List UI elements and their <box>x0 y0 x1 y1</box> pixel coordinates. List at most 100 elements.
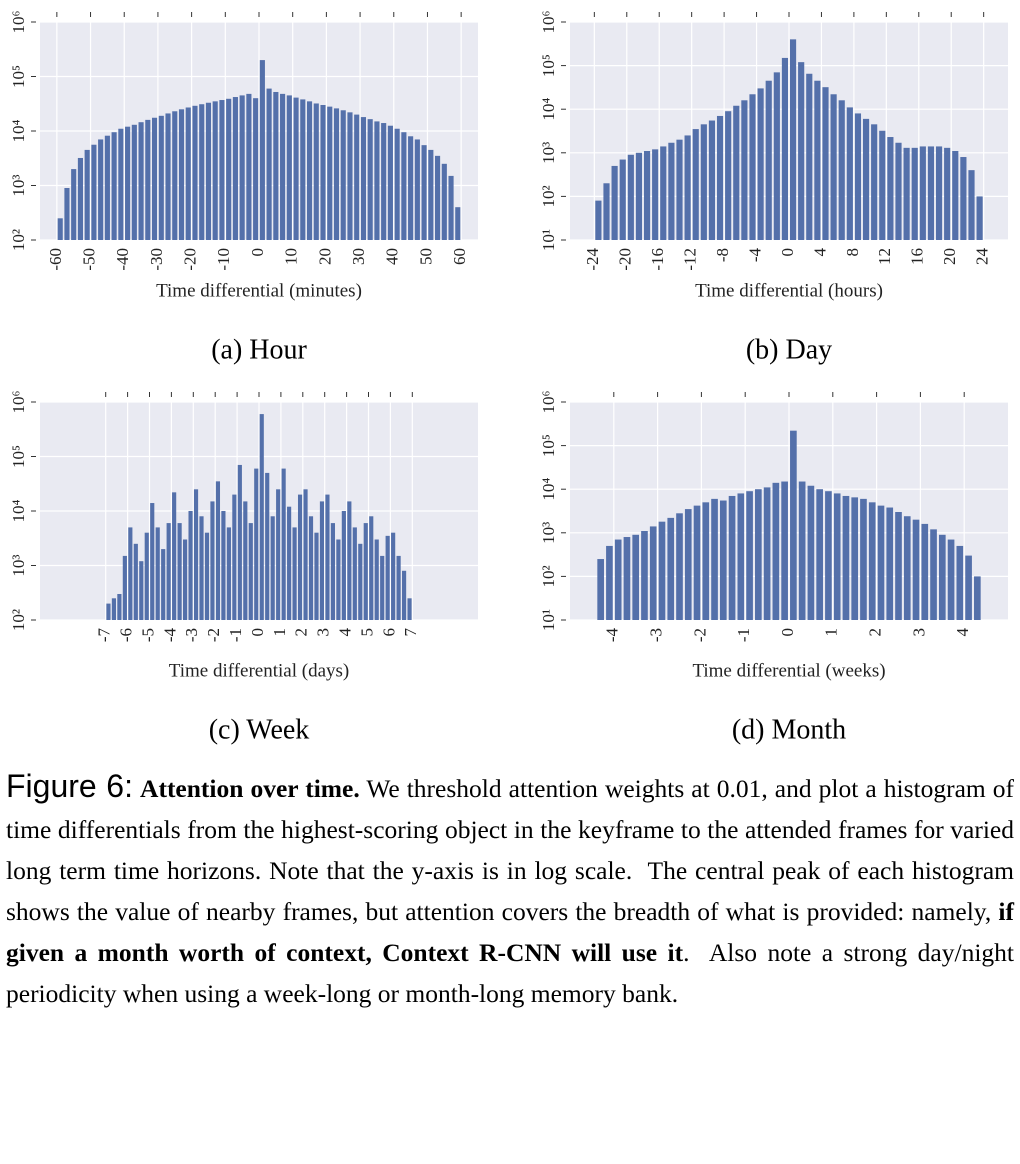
x-tick-label: -10 <box>214 248 233 271</box>
bar <box>401 132 407 240</box>
x-tick-label: -60 <box>46 248 65 271</box>
y-tick-label: 10⁶ <box>9 10 28 33</box>
y-tick-label: 10⁶ <box>539 390 558 413</box>
x-tick-label: 40 <box>383 248 402 265</box>
y-tick-label: 10³ <box>9 554 28 576</box>
x-axis-label: Time differential (days) <box>169 660 349 681</box>
y-tick-label: 10³ <box>539 522 558 544</box>
x-tick-label: 24 <box>973 248 992 266</box>
bar <box>333 108 340 241</box>
caption-segment: We threshold attention weights at 0.01, … <box>6 774 1020 926</box>
bar <box>188 511 193 620</box>
bar <box>219 100 225 240</box>
bar <box>614 539 622 620</box>
bar <box>830 94 837 240</box>
bar <box>313 103 319 240</box>
bar <box>204 532 210 620</box>
bar <box>860 498 867 620</box>
y-tick-label: 10³ <box>9 174 28 196</box>
bar <box>221 511 226 620</box>
x-tick-label: 1 <box>822 628 841 637</box>
bar <box>851 497 859 620</box>
y-tick-label: 10² <box>9 609 28 631</box>
bar <box>711 498 718 620</box>
bar <box>956 545 964 620</box>
x-tick-label: -16 <box>648 248 667 271</box>
bar <box>172 111 178 241</box>
x-tick-label: 60 <box>450 248 469 265</box>
bar <box>781 57 789 240</box>
bar <box>649 526 657 620</box>
bar <box>448 175 454 240</box>
subfigure-caption: (d) Month <box>732 714 846 745</box>
x-tick-label: 0 <box>248 248 267 257</box>
bar <box>243 501 248 620</box>
bar <box>293 97 299 241</box>
bar <box>286 95 292 240</box>
bar <box>652 149 659 240</box>
bar <box>336 539 341 620</box>
bar <box>773 72 780 240</box>
bar <box>798 481 806 620</box>
bar <box>414 139 420 240</box>
bar <box>239 95 245 240</box>
bar <box>627 154 634 240</box>
y-tick-label: 10¹ <box>539 229 558 251</box>
bar <box>728 495 736 620</box>
bar <box>385 535 390 620</box>
bar <box>161 549 166 620</box>
x-tick-label: 20 <box>940 248 959 265</box>
x-axis-label: Time differential (hours) <box>695 280 883 301</box>
bar <box>871 124 878 240</box>
bar <box>144 532 149 620</box>
x-tick-label: 20 <box>315 248 334 265</box>
bar <box>57 218 63 240</box>
bar <box>265 472 270 620</box>
x-tick-label: -4 <box>745 248 764 263</box>
bar <box>877 505 885 620</box>
bar <box>391 532 396 620</box>
bar <box>755 489 762 620</box>
bar <box>635 152 643 240</box>
subfigure-caption: (b) Day <box>746 334 832 365</box>
bar <box>155 527 160 620</box>
x-tick-label: 16 <box>908 248 927 265</box>
bar <box>838 100 845 240</box>
x-tick-label: 2 <box>292 628 311 637</box>
bar <box>772 482 780 620</box>
histogram-panel: 10¹ 10² 10³ 10⁴ 10⁵ 10⁶ -24 -20 -16 -12 -8 -4 0 4 8 12 1… <box>539 10 1008 365</box>
bar <box>428 149 434 240</box>
bar <box>158 115 164 240</box>
x-tick-label: -4 <box>603 628 622 643</box>
bar <box>151 117 158 240</box>
bar <box>641 530 648 620</box>
bar <box>117 593 122 620</box>
bar <box>868 502 876 620</box>
bar <box>668 142 675 240</box>
bar <box>402 570 407 620</box>
histogram-panel: 10¹ 10² 10³ 10⁴ 10⁵ 10⁶ -4 -3 -2 -1 0 1 2 3 4 Time diff… <box>539 390 1008 745</box>
bar <box>441 163 447 240</box>
bar <box>84 149 90 240</box>
bar <box>919 146 926 240</box>
bar <box>259 414 264 620</box>
bar <box>965 555 972 620</box>
bar <box>118 128 124 240</box>
caption-segment: Attention over time. <box>140 774 360 803</box>
x-tick-label: 50 <box>416 248 435 265</box>
bar <box>854 113 862 240</box>
y-tick-label: 10⁴ <box>9 119 28 142</box>
x-tick-label: -4 <box>160 628 179 643</box>
bar <box>746 491 753 620</box>
y-tick-label: 10⁴ <box>539 98 558 121</box>
x-tick-label: 4 <box>953 628 972 637</box>
bar <box>935 146 943 240</box>
bar <box>139 561 144 620</box>
bar <box>104 135 110 240</box>
bar <box>749 94 756 240</box>
bar <box>387 125 393 240</box>
caption-segment: . Also note a strong day/night periodici… <box>6 938 1020 1008</box>
bar <box>708 120 716 240</box>
bar <box>215 481 221 620</box>
bar <box>280 93 286 241</box>
